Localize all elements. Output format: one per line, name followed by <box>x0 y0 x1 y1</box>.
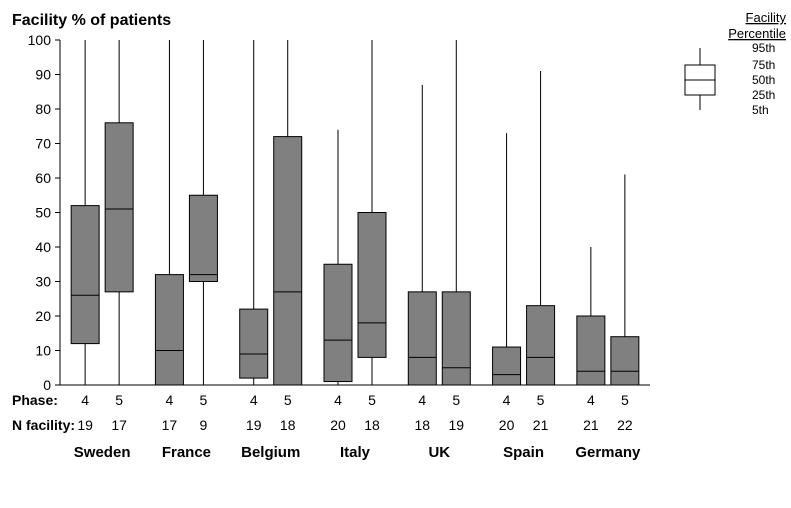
n-facility-value: 18 <box>364 417 380 433</box>
y-tick-label: 80 <box>35 101 51 117</box>
box-rect <box>358 213 386 358</box>
phase-value: 4 <box>503 392 511 408</box>
n-facility-value: 21 <box>583 417 599 433</box>
box-rect <box>71 206 99 344</box>
y-tick-label: 60 <box>35 170 51 186</box>
n-facility-value: 19 <box>246 417 262 433</box>
y-tick-label: 0 <box>43 377 51 393</box>
boxplot-chart: Facility % of patients 0 10 20 30 40 50 60 70 80 9… <box>0 0 791 508</box>
box-rect <box>493 347 521 385</box>
box-rect <box>155 275 183 385</box>
n-facility-value: 21 <box>533 417 549 433</box>
phase-value: 5 <box>115 392 123 408</box>
box-rect <box>527 306 555 385</box>
legend-percentile-label: 25th <box>752 88 775 102</box>
phase-row-label: Phase: <box>12 392 58 408</box>
country-label: Belgium <box>241 444 300 461</box>
country-label: Sweden <box>74 444 131 461</box>
box-rect <box>408 292 436 385</box>
phase-value: 4 <box>166 392 174 408</box>
n-facility-value: 18 <box>414 417 430 433</box>
y-axis-title: Facility % of patients <box>12 12 171 29</box>
country-label: UK <box>428 444 450 461</box>
phase-value: 4 <box>418 392 426 408</box>
n-facility-value: 20 <box>330 417 346 433</box>
phase-value: 5 <box>537 392 545 408</box>
box-rect <box>577 316 605 385</box>
y-tick-label: 40 <box>35 239 51 255</box>
country-label: Germany <box>575 444 641 461</box>
n-facility-value: 19 <box>448 417 464 433</box>
n-facility-value: 17 <box>162 417 178 433</box>
legend-title-2: Percentile <box>728 26 786 41</box>
n-facility-value: 18 <box>280 417 296 433</box>
legend-percentile-label: 50th <box>752 73 775 87</box>
country-label: Spain <box>503 444 544 461</box>
y-tick-label: 50 <box>35 205 51 221</box>
n-facility-value: 22 <box>617 417 633 433</box>
n-facility-value: 19 <box>77 417 93 433</box>
phase-value: 5 <box>200 392 208 408</box>
y-tick-label: 10 <box>35 343 51 359</box>
legend-percentile-label: 75th <box>752 58 775 72</box>
box-rect <box>274 137 302 385</box>
y-tick-label: 90 <box>35 67 51 83</box>
phase-value: 5 <box>284 392 292 408</box>
phase-value: 4 <box>587 392 595 408</box>
country-label: France <box>162 444 211 461</box>
box-rect <box>240 309 268 378</box>
box-rect <box>189 195 217 281</box>
box-rect <box>442 292 470 385</box>
n-facility-value: 17 <box>111 417 127 433</box>
legend-percentile-label: 5th <box>752 103 769 117</box>
box-rect <box>324 264 352 381</box>
phase-value: 5 <box>452 392 460 408</box>
y-tick-label: 20 <box>35 308 51 324</box>
n-facility-value: 20 <box>499 417 515 433</box>
y-tick-label: 30 <box>35 274 51 290</box>
n-facility-value: 9 <box>200 417 208 433</box>
phase-value: 5 <box>368 392 376 408</box>
box-rect <box>611 337 639 385</box>
phase-value: 4 <box>81 392 89 408</box>
country-label: Italy <box>340 444 371 461</box>
y-tick-label: 70 <box>35 136 51 152</box>
phase-value: 4 <box>334 392 342 408</box>
phase-value: 4 <box>250 392 258 408</box>
legend-title-1: Facility <box>746 10 787 25</box>
n-facility-row-label: N facility: <box>12 417 75 433</box>
box-rect <box>105 123 133 292</box>
phase-value: 5 <box>621 392 629 408</box>
legend-percentile-label: 95th <box>752 41 775 55</box>
y-tick-label: 100 <box>28 32 52 48</box>
